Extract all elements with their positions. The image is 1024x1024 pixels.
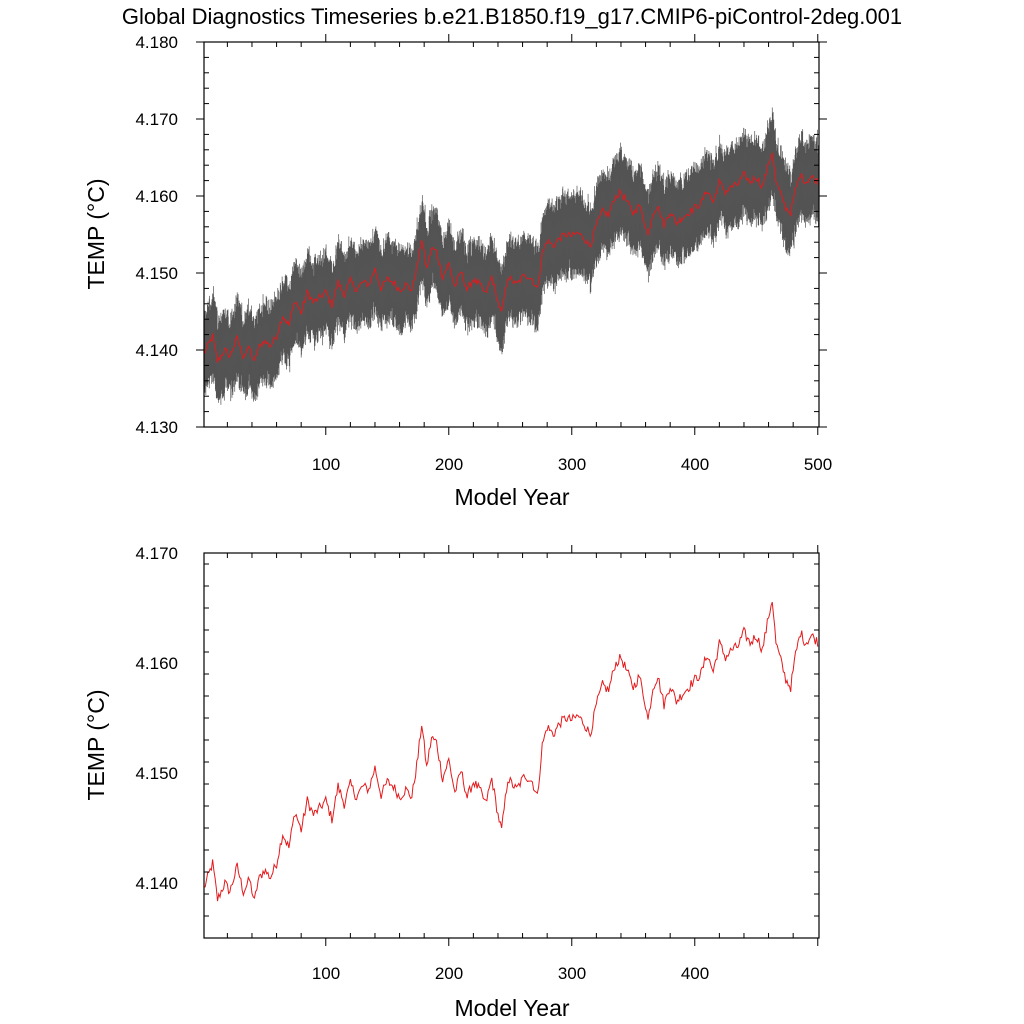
top-panel-y-tick-labels: 4.130 4.140 4.150 4.160 4.170 4.180 <box>135 33 178 437</box>
top-panel-x-tick-labels: 100 200 300 400 500 <box>312 455 832 474</box>
bottom-panel-annual-line <box>203 601 819 902</box>
x-tick-label: 300 <box>558 964 586 983</box>
x-tick-label: 200 <box>435 455 463 474</box>
y-tick-label: 4.170 <box>135 544 178 563</box>
bottom-panel-x-tick-labels: 100 200 300 400 <box>312 964 709 983</box>
x-tick-label: 200 <box>435 964 463 983</box>
x-tick-label: 100 <box>312 964 340 983</box>
top-panel-frame <box>203 41 820 428</box>
y-tick-label: 4.170 <box>135 110 178 129</box>
top-panel-x-axis-label: Model Year <box>454 484 569 510</box>
bottom-panel-y-axis-label: TEMP (°C) <box>83 690 109 801</box>
y-tick-label: 4.160 <box>135 187 178 206</box>
y-tick-label: 4.160 <box>135 654 178 673</box>
figure-title: Global Diagnostics Timeseries b.e21.B185… <box>122 4 902 29</box>
bottom-panel-y-tick-labels: 4.140 4.150 4.160 4.170 <box>135 544 178 893</box>
x-tick-label: 400 <box>681 964 709 983</box>
bottom-panel-ticks <box>204 545 819 946</box>
y-tick-label: 4.150 <box>135 264 178 283</box>
y-tick-label: 4.140 <box>135 874 178 893</box>
y-tick-label: 4.140 <box>135 341 178 360</box>
bottom-panel: 4.140 4.150 4.160 4.170 100 200 300 400 … <box>83 544 820 1021</box>
x-tick-label: 100 <box>312 455 340 474</box>
monthly-band-path <box>203 107 820 405</box>
x-tick-label: 300 <box>558 455 586 474</box>
top-panel-monthly-band <box>203 107 820 405</box>
top-panel-y-axis-label: TEMP (°C) <box>83 179 109 290</box>
bottom-panel-frame <box>203 552 820 939</box>
x-tick-label: 500 <box>804 455 832 474</box>
top-panel-ticks <box>196 34 827 435</box>
x-tick-label: 400 <box>681 455 709 474</box>
y-tick-label: 4.130 <box>135 418 178 437</box>
top-panel-annual-line <box>203 151 819 363</box>
y-tick-label: 4.150 <box>135 764 178 783</box>
bottom-panel-x-axis-label: Model Year <box>454 995 569 1021</box>
top-panel: 4.130 4.140 4.150 4.160 4.170 4.180 100 … <box>83 33 832 510</box>
y-tick-label: 4.180 <box>135 33 178 52</box>
